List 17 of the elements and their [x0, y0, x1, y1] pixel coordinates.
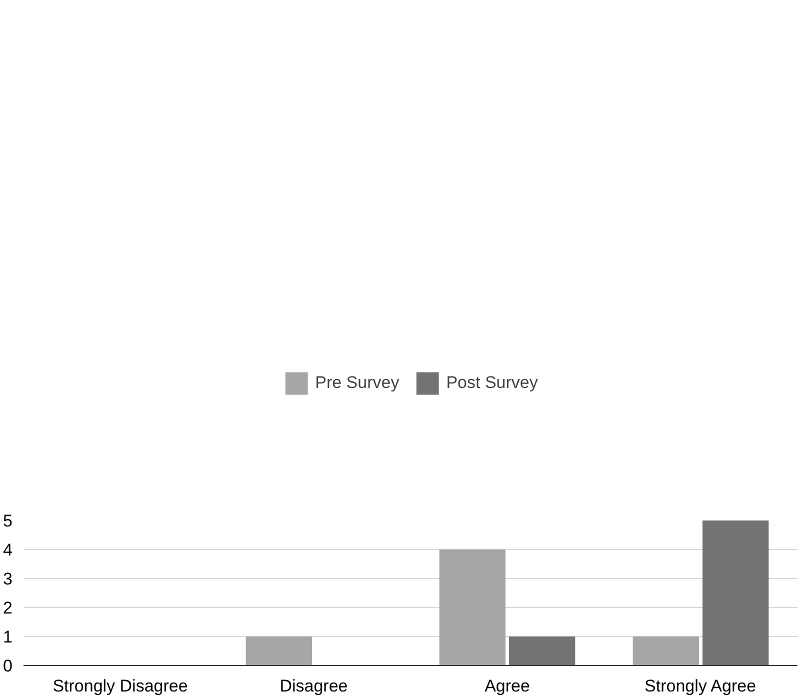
y-tick-label: 0	[3, 656, 13, 676]
x-tick-label: Strongly Agree	[644, 676, 756, 696]
bar	[439, 550, 506, 666]
y-tick-label: 3	[3, 570, 13, 588]
bar	[702, 520, 769, 666]
y-tick-label: 4	[3, 540, 13, 560]
y-tick-label: 1	[3, 628, 13, 646]
bar	[246, 636, 312, 666]
x-tick-label: Disagree	[280, 676, 348, 696]
x-tick-label: Agree	[484, 676, 530, 696]
bar	[508, 636, 576, 666]
legend-label: Pre Survey	[315, 373, 400, 393]
x-tick-label: Strongly Disagree	[52, 676, 188, 696]
bar	[632, 636, 700, 666]
legend-label: Post Survey	[446, 373, 538, 393]
y-tick-label: 5	[3, 512, 13, 530]
y-tick-label: 2	[3, 598, 13, 618]
